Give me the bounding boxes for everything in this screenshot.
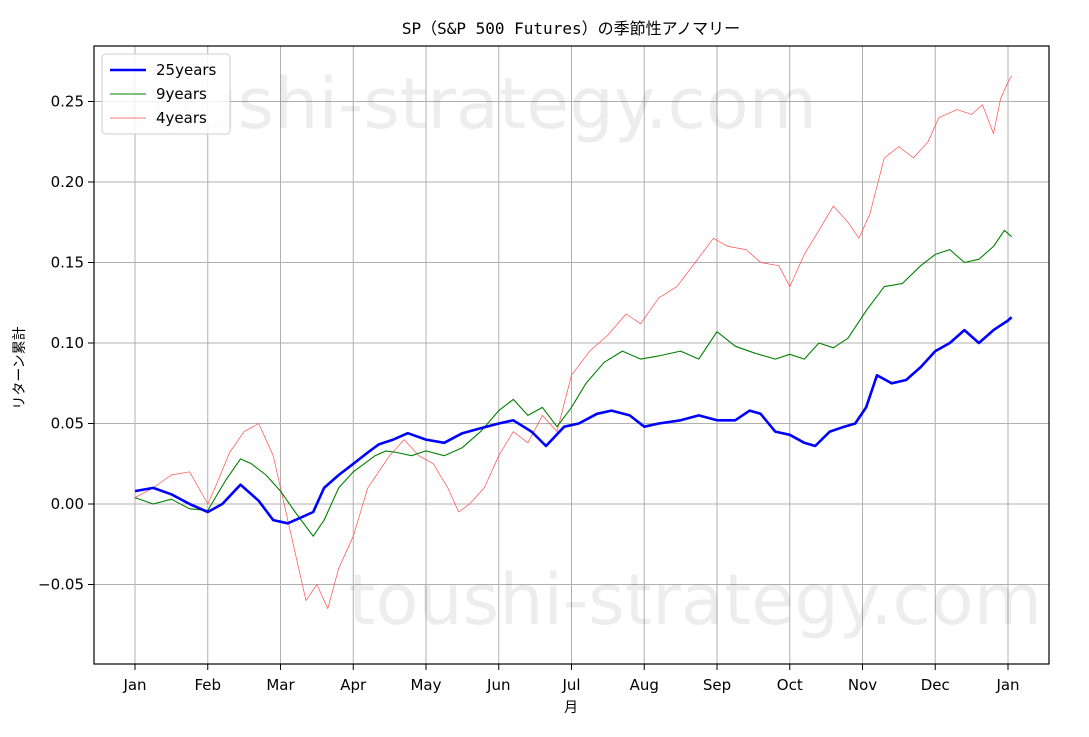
series-lines xyxy=(134,75,1013,609)
y-tick-label-6: 0.25 xyxy=(51,93,84,111)
y-tick-label-1: 0.00 xyxy=(51,495,84,513)
series-line-0 xyxy=(134,316,1013,525)
series-line-1 xyxy=(134,229,1012,537)
watermarks: toushi-strategy.com toushi-strategy.com xyxy=(123,63,1042,641)
chart-title: SP（S&P 500 Futures）の季節性アノマリー xyxy=(402,19,740,38)
series-line-2 xyxy=(134,75,1012,609)
watermark-top: toushi-strategy.com xyxy=(123,63,817,145)
legend: 25years 9years 4years xyxy=(101,53,231,135)
x-tick-label-12: Jan xyxy=(995,676,1019,694)
grid xyxy=(94,46,1049,664)
x-tick-label-10: Nov xyxy=(848,676,877,694)
y-axis: −0.05 0.00 0.05 0.10 0.15 0.20 0.25 xyxy=(38,93,94,594)
watermark-bottom: toushi-strategy.com xyxy=(348,559,1042,641)
legend-label-2: 4years xyxy=(156,109,207,127)
y-tick-label-5: 0.20 xyxy=(51,173,84,191)
x-tick-label-7: Aug xyxy=(630,676,659,694)
x-tick-label-2: Mar xyxy=(266,676,295,694)
y-tick-label-4: 0.15 xyxy=(51,254,84,272)
x-axis: Jan Feb Mar Apr May Jun Jul Aug Sep Oct Nov Dec Jan xyxy=(122,664,1020,694)
x-tick-label-5: Jun xyxy=(486,676,510,694)
legend-label-1: 9years xyxy=(156,85,207,103)
x-tick-label-4: May xyxy=(410,676,441,694)
x-tick-label-3: Apr xyxy=(340,676,367,694)
y-tick-label-0: −0.05 xyxy=(38,576,84,594)
y-axis-label: リターン累計 xyxy=(12,326,28,409)
x-axis-label: 月 xyxy=(564,700,578,716)
y-tick-label-2: 0.05 xyxy=(51,415,84,433)
legend-box xyxy=(101,53,231,135)
x-tick-label-0: Jan xyxy=(122,676,146,694)
x-tick-label-8: Sep xyxy=(703,676,731,694)
x-tick-label-6: Jul xyxy=(561,676,580,694)
legend-label-0: 25years xyxy=(156,61,217,79)
y-tick-label-3: 0.10 xyxy=(51,334,84,352)
x-tick-label-1: Feb xyxy=(194,676,221,694)
x-tick-label-9: Oct xyxy=(777,676,803,694)
x-tick-label-11: Dec xyxy=(921,676,950,694)
